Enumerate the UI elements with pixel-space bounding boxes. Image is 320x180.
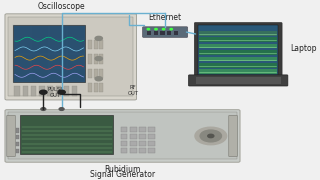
FancyBboxPatch shape (188, 75, 288, 86)
FancyBboxPatch shape (229, 115, 237, 157)
Circle shape (41, 108, 46, 110)
Bar (139, 127, 146, 132)
Bar (130, 141, 137, 146)
Bar (121, 134, 127, 139)
Bar (88, 40, 92, 49)
Bar (154, 31, 158, 35)
Circle shape (162, 28, 165, 30)
Bar (14, 86, 20, 96)
Bar (16, 148, 19, 153)
Bar (139, 141, 146, 146)
Bar (88, 54, 92, 64)
FancyBboxPatch shape (13, 25, 85, 82)
Circle shape (95, 57, 102, 61)
Text: Laptop: Laptop (290, 44, 316, 53)
Bar (39, 86, 44, 96)
Text: Signal Generator: Signal Generator (90, 170, 155, 179)
Text: Oscilloscope: Oscilloscope (38, 3, 85, 12)
Bar (130, 127, 137, 132)
Circle shape (59, 108, 64, 110)
Bar (47, 86, 53, 96)
Circle shape (95, 36, 102, 40)
Circle shape (208, 134, 214, 138)
Text: PULSE
OUT: PULSE OUT (47, 87, 64, 98)
Circle shape (147, 28, 150, 30)
Bar (93, 69, 98, 78)
Bar (93, 40, 98, 49)
FancyBboxPatch shape (7, 115, 15, 157)
Bar (160, 31, 164, 35)
FancyBboxPatch shape (194, 22, 282, 78)
Text: Rubidium: Rubidium (104, 165, 141, 174)
Bar (196, 77, 281, 84)
Bar (72, 86, 77, 96)
Circle shape (40, 90, 47, 94)
Bar (167, 31, 171, 35)
Bar (99, 69, 103, 78)
Bar (148, 134, 155, 139)
Bar (23, 86, 28, 96)
Bar (99, 40, 103, 49)
Bar (174, 31, 178, 35)
Bar (199, 57, 277, 61)
FancyBboxPatch shape (143, 27, 188, 37)
Bar (99, 54, 103, 64)
Bar (139, 148, 146, 153)
Bar (199, 31, 277, 36)
Bar (148, 148, 155, 153)
Bar (121, 127, 127, 132)
Bar (148, 141, 155, 146)
Circle shape (95, 77, 102, 81)
Bar (64, 86, 69, 96)
Bar (88, 83, 92, 92)
Text: Ethernet: Ethernet (148, 13, 182, 22)
Bar (16, 128, 19, 133)
Bar (93, 54, 98, 64)
FancyBboxPatch shape (8, 17, 133, 96)
Bar (139, 134, 146, 139)
Bar (148, 127, 155, 132)
Bar (130, 134, 137, 139)
FancyBboxPatch shape (198, 25, 278, 75)
Bar (99, 83, 103, 92)
FancyBboxPatch shape (5, 110, 240, 162)
Bar (93, 83, 98, 92)
FancyBboxPatch shape (8, 112, 237, 159)
Circle shape (170, 28, 172, 30)
Bar (121, 141, 127, 146)
Bar (199, 37, 277, 42)
FancyBboxPatch shape (5, 14, 137, 100)
Bar (121, 148, 127, 153)
Circle shape (200, 130, 221, 142)
Bar (199, 44, 277, 48)
Bar (199, 69, 277, 74)
Circle shape (195, 127, 227, 145)
Bar (31, 86, 36, 96)
Bar (16, 135, 19, 139)
FancyBboxPatch shape (20, 115, 113, 154)
Circle shape (155, 28, 157, 30)
Bar (199, 63, 277, 68)
Text: RF
OUT: RF OUT (128, 85, 139, 96)
Bar (55, 86, 61, 96)
Bar (199, 50, 277, 55)
Bar (88, 69, 92, 78)
Circle shape (58, 90, 65, 94)
Bar (130, 148, 137, 153)
Bar (16, 142, 19, 146)
Bar (147, 31, 151, 35)
